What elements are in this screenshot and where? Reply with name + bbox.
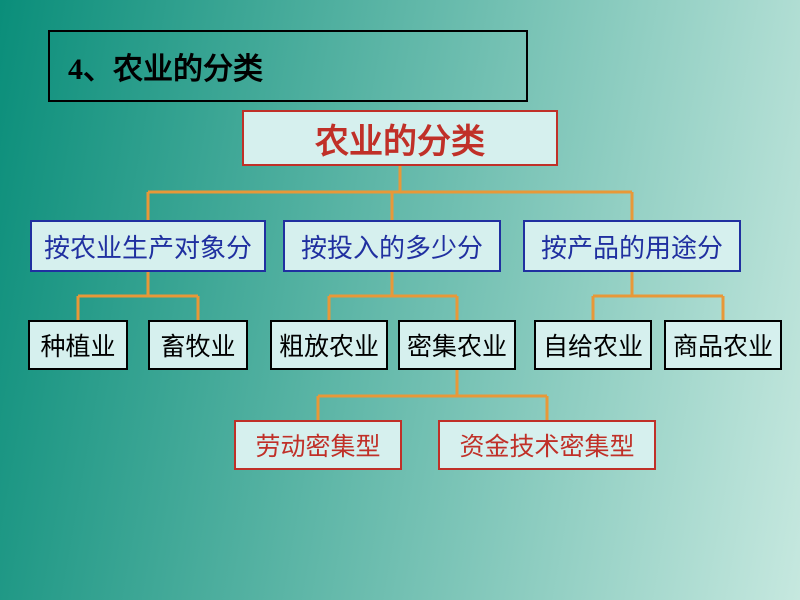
leaf-node-3: 密集农业 bbox=[398, 320, 516, 370]
leaf-node-5: 商品农业 bbox=[664, 320, 782, 370]
category-node-1: 按投入的多少分 bbox=[283, 220, 501, 272]
leaf-node-1-text: 畜牧业 bbox=[160, 327, 235, 363]
category-node-0-text: 按农业生产对象分 bbox=[44, 228, 252, 265]
subleaf-node-1-text: 资金技术密集型 bbox=[459, 427, 634, 463]
section-title-box: 4、农业的分类 bbox=[48, 30, 528, 102]
leaf-node-4-text: 自给农业 bbox=[543, 327, 643, 363]
leaf-node-2: 粗放农业 bbox=[270, 320, 388, 370]
diagram-content: 4、农业的分类 农业的分类 按农业生产对象分 按投入的多少分 按产品的用途分 种植业… bbox=[0, 0, 800, 600]
root-node-text: 农业的分类 bbox=[315, 114, 485, 163]
category-node-2-text: 按产品的用途分 bbox=[541, 228, 723, 265]
leaf-node-1: 畜牧业 bbox=[148, 320, 248, 370]
category-node-2: 按产品的用途分 bbox=[523, 220, 741, 272]
category-node-0: 按农业生产对象分 bbox=[30, 220, 266, 272]
section-title-text: 4、农业的分类 bbox=[68, 44, 263, 88]
leaf-node-3-text: 密集农业 bbox=[407, 327, 507, 363]
root-node: 农业的分类 bbox=[242, 110, 558, 166]
leaf-node-0-text: 种植业 bbox=[40, 327, 115, 363]
subleaf-node-1: 资金技术密集型 bbox=[438, 420, 656, 470]
leaf-node-5-text: 商品农业 bbox=[673, 327, 773, 363]
subleaf-node-0: 劳动密集型 bbox=[234, 420, 402, 470]
category-node-1-text: 按投入的多少分 bbox=[301, 228, 483, 265]
leaf-node-2-text: 粗放农业 bbox=[279, 327, 379, 363]
leaf-node-0: 种植业 bbox=[28, 320, 128, 370]
subleaf-node-0-text: 劳动密集型 bbox=[255, 427, 380, 463]
leaf-node-4: 自给农业 bbox=[534, 320, 652, 370]
